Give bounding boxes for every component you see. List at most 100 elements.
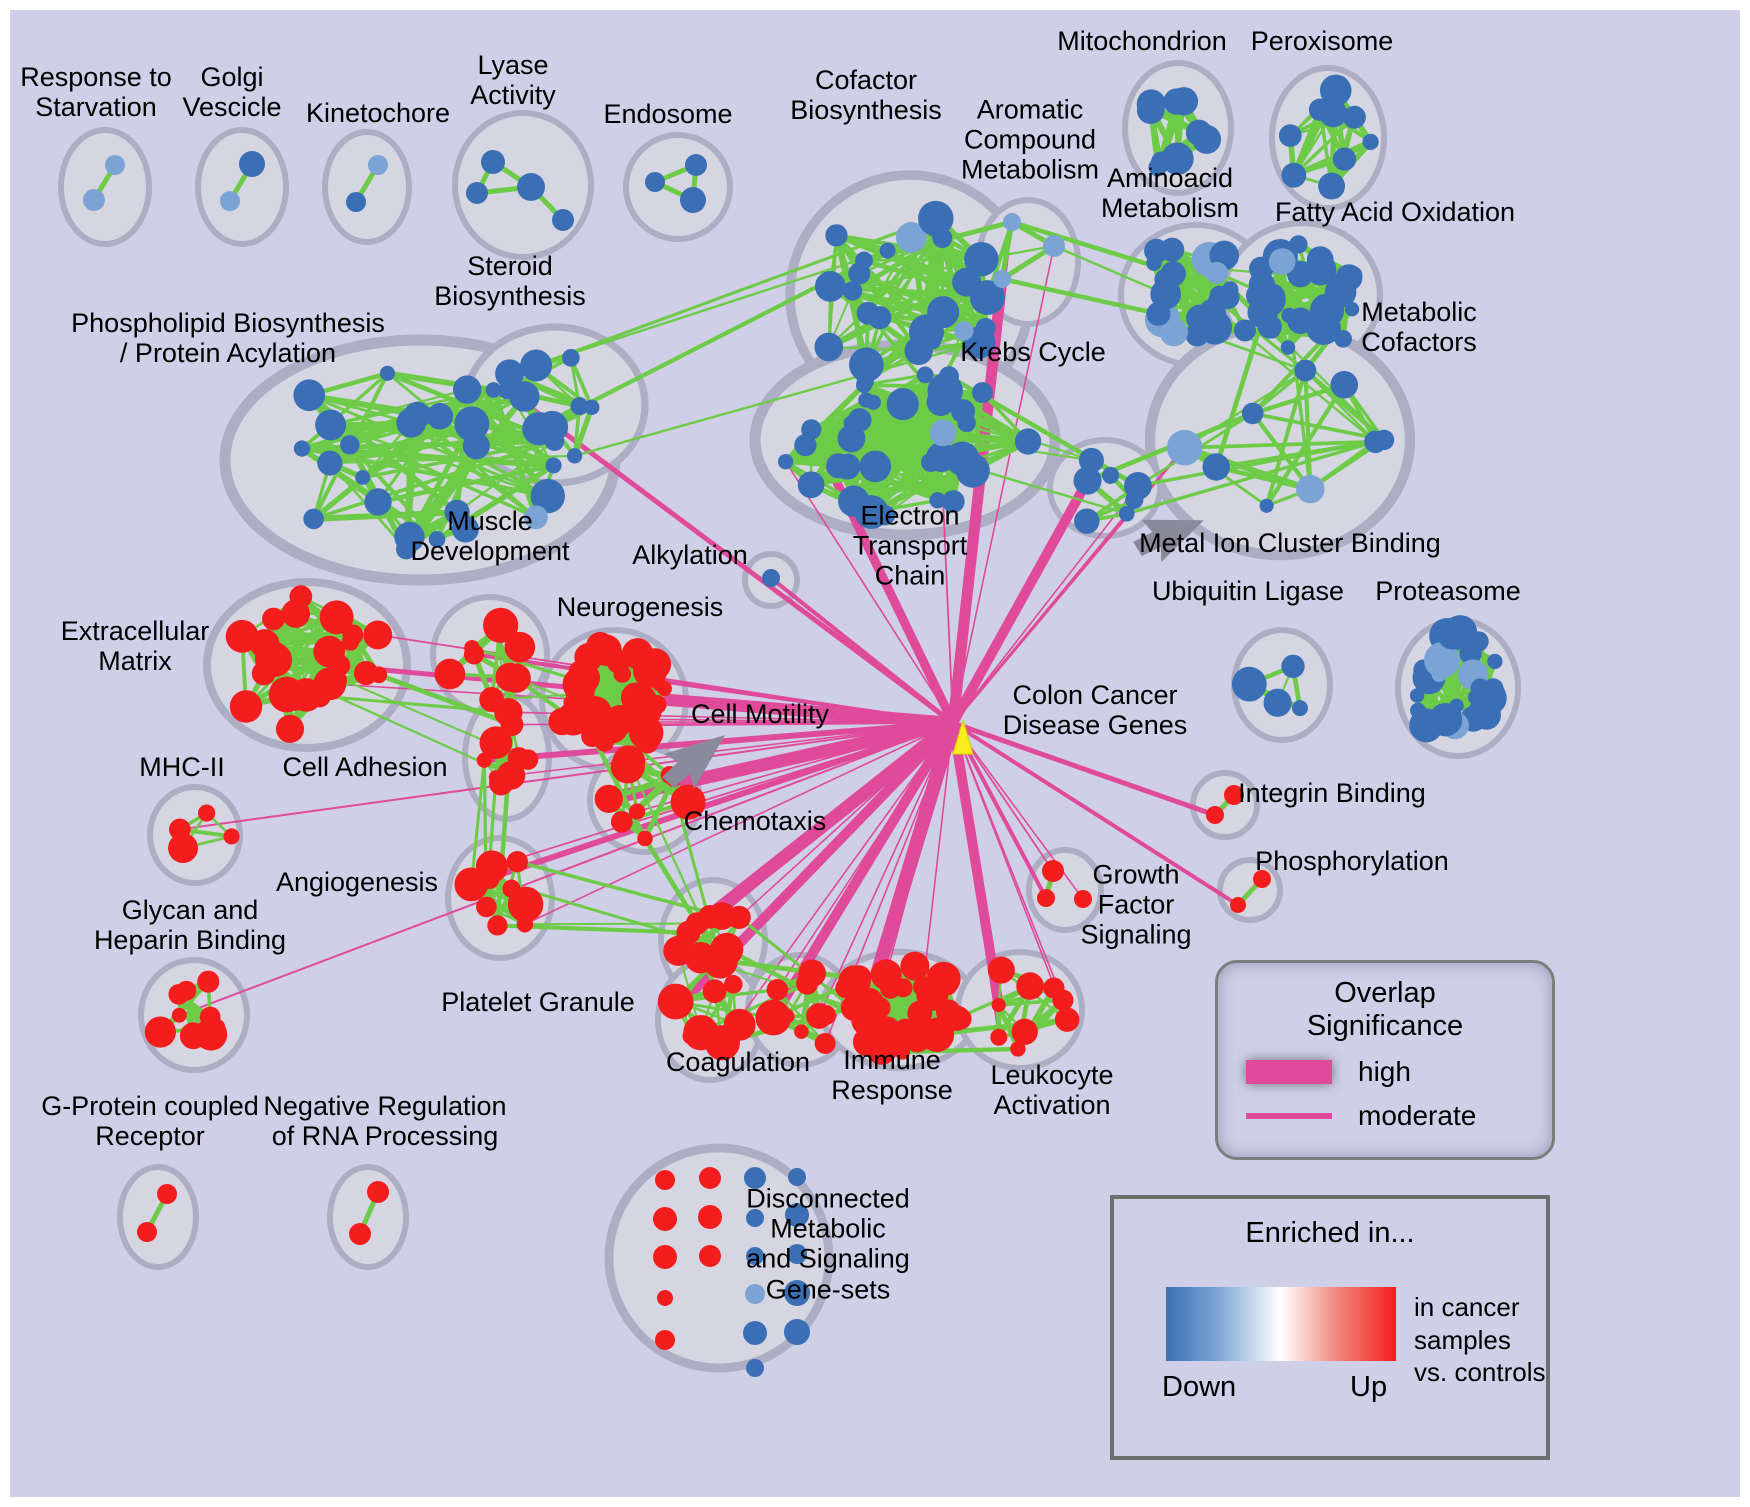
edge-metabolic-cofactors (1183, 444, 1312, 492)
hub-edge-angiogenesis (470, 720, 954, 888)
hub-edge-moderate-leukocyte-activation (952, 722, 1000, 1038)
gene-set-node (1342, 105, 1366, 129)
gene-set-node (849, 347, 884, 383)
gene-set-node (921, 452, 941, 472)
gene-set-node (1319, 74, 1352, 107)
callout-arrows (662, 519, 1204, 789)
gene-set-node (346, 192, 366, 212)
gene-set-node (893, 978, 913, 998)
bridge-edge (524, 922, 697, 926)
gene-set-node (785, 1203, 809, 1227)
gene-set-node (1332, 147, 1357, 171)
edge-phospholipid-biosynthesis (465, 387, 556, 468)
gene-set-node (176, 980, 197, 1001)
gene-set-node (653, 1207, 677, 1231)
gene-set-node (766, 978, 789, 1001)
gene-set-node (475, 850, 509, 883)
gene-set-node (725, 1013, 746, 1034)
bridge-edge (329, 454, 575, 465)
gene-set-node (323, 668, 347, 692)
gene-set-node (652, 677, 667, 692)
gene-set-node (858, 392, 874, 408)
gene-set-node (815, 1004, 836, 1026)
gene-set-node (929, 419, 957, 447)
edge-phospholipid-biosynthesis (361, 395, 526, 479)
gene-set-node (1124, 471, 1152, 500)
gene-set-node (504, 631, 536, 663)
edge-steroid-biosynthesis (572, 406, 595, 457)
gene-set-node (495, 359, 524, 389)
bridge-edge (469, 760, 486, 885)
gene-set-node (653, 1245, 677, 1269)
hub-node[interactable] (952, 718, 974, 755)
gene-set-node (940, 978, 958, 996)
gene-set-node (249, 629, 280, 659)
gene-set-node (1315, 307, 1334, 326)
gene-set-node (1281, 162, 1307, 188)
gene-set-node (797, 471, 825, 499)
gene-set-node (332, 605, 347, 621)
gene-set-node (105, 155, 125, 175)
edge-phospholipid-biosynthesis (377, 463, 555, 505)
gene-set-node (904, 336, 933, 366)
gene-set-node (657, 1290, 673, 1306)
gene-set-node (364, 488, 392, 516)
gene-set-node (702, 979, 727, 1004)
legend-up-label: Up (1350, 1371, 1388, 1403)
edge-phospholipid-biosynthesis (300, 446, 380, 505)
gene-set-node (1324, 276, 1357, 308)
bridge-edge (642, 837, 723, 963)
bridge-edge (902, 1046, 1018, 1055)
gene-set-node (1268, 248, 1296, 275)
gene-set-node (1202, 453, 1230, 481)
gene-set-node (1102, 466, 1120, 484)
gene-set-node (932, 228, 953, 248)
gene-set-node (426, 402, 454, 430)
gene-set-node (428, 531, 446, 548)
gene-set-node (353, 660, 379, 686)
gene-set-node (1249, 256, 1274, 281)
gene-set-node (342, 624, 364, 646)
gene-set-node (784, 1280, 810, 1306)
gene-set-node (303, 508, 324, 530)
gene-set-node (1224, 785, 1244, 805)
gene-set-node (487, 915, 508, 936)
hub-edge-moderate-metal-ion-cluster-binding (952, 485, 1139, 724)
gene-set-node (894, 1044, 911, 1060)
gene-set-node (454, 406, 490, 442)
gene-set-node (453, 375, 482, 404)
gene-set-node (1424, 642, 1461, 679)
gene-set-node (746, 1247, 764, 1265)
gene-set-node (396, 407, 427, 438)
gene-set-node (990, 1028, 1008, 1046)
gene-set-node (784, 1319, 810, 1345)
bridge-edge (1053, 244, 1167, 296)
bridge-edge (329, 425, 553, 465)
gene-set-node (991, 997, 1006, 1013)
gene-set-node (1472, 680, 1507, 716)
bridge-edge (1011, 219, 1231, 292)
gene-set-node (794, 1024, 809, 1039)
gene-set-node (1118, 505, 1135, 522)
gene-set-node (168, 833, 199, 864)
gene-set-node (179, 1022, 207, 1050)
hub-edge-glycan-heparin-binding (178, 722, 954, 1017)
gene-set-node (879, 242, 896, 259)
gene-set-node (1205, 261, 1228, 284)
gene-set-node (727, 905, 751, 929)
gene-set-node (489, 626, 505, 641)
gene-set-node (685, 154, 707, 176)
metal-ion-arrow-icon (1133, 519, 1204, 563)
gene-set-node (855, 251, 873, 270)
cluster-halo-response-to-starvation (58, 127, 152, 247)
gene-set-node (1160, 237, 1185, 262)
gene-set-node (1257, 314, 1282, 339)
gene-set-node (987, 956, 1015, 984)
bridge-edge (1217, 300, 1307, 372)
gene-set-node (340, 435, 360, 455)
network-canvas: Response to Starvation Golgi Vescicle Kineto… (10, 10, 1740, 1497)
legend-side-label: in cancer samples vs. controls (1414, 1292, 1546, 1387)
hub-edge-phosphorylation (951, 721, 1240, 907)
gene-set-node (1169, 87, 1199, 116)
